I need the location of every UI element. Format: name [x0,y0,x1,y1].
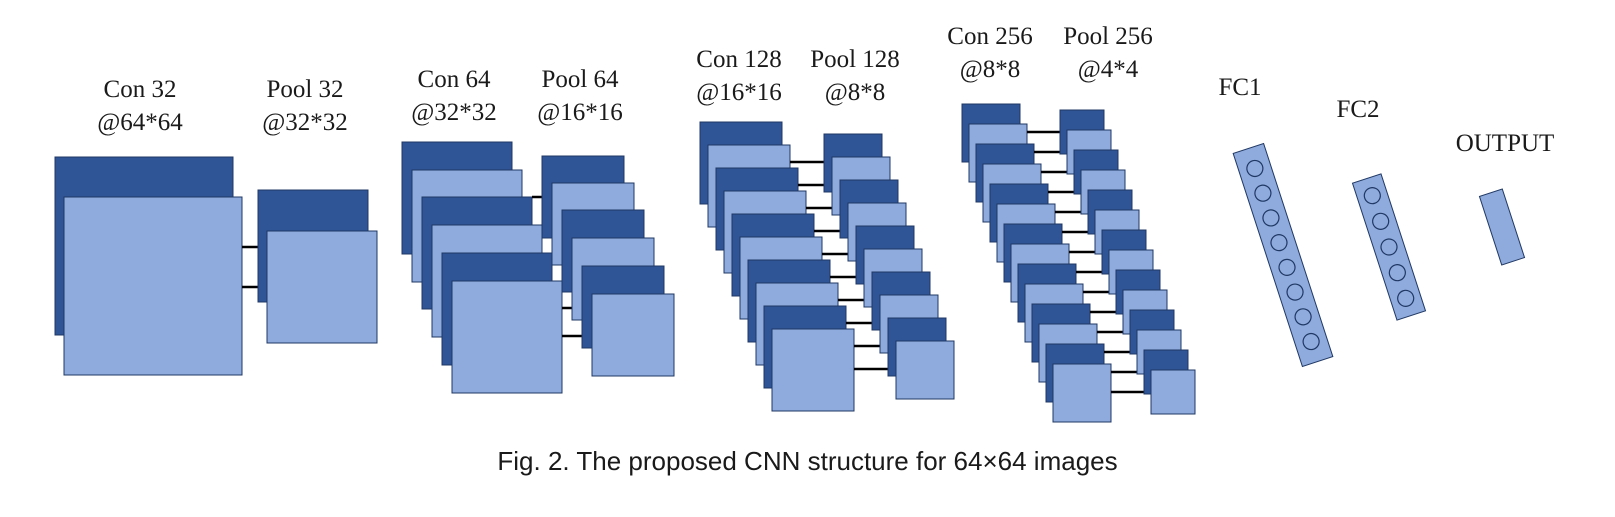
label-con128-size: @16*16 [696,79,782,106]
fc1-bar [1232,142,1334,368]
fc2-neuron [1397,289,1415,307]
label-pool256-size: @4*4 [1078,56,1139,83]
layer-output [1478,188,1526,266]
output-bar [1478,188,1526,266]
label-con64-size: @32*32 [411,99,497,126]
label-pool128-size: @8*8 [825,79,886,106]
label-pool64-size: @16*16 [537,99,623,126]
label-pool128-name: Pool 128 [810,46,900,73]
label-con32-size: @64*64 [97,109,183,136]
label-pool64-name: Pool 64 [541,66,619,93]
label-con256-name: Con 256 [947,23,1032,50]
layer-pool64 [541,155,675,377]
fc2-neuron [1388,264,1406,282]
con64-map [451,280,563,394]
con256-map [1052,363,1112,423]
label-con32-name: Con 32 [104,76,177,103]
fc1-nodes [1246,159,1320,351]
layer-fc1 [1232,142,1334,368]
label-con128-name: Con 128 [696,46,781,73]
fc2-bar [1351,173,1427,321]
label-con256-size: @8*8 [960,56,1021,83]
label-pool32-size: @32*32 [262,109,348,136]
fc2-neuron [1380,238,1398,256]
layer-con32 [54,156,243,376]
layer-pool128 [823,133,955,400]
label-fc2: FC2 [1336,96,1379,123]
fc2-neuron [1372,212,1390,230]
label-fc1: FC1 [1218,74,1261,101]
pool64-map [591,293,675,377]
fc1-neuron [1246,159,1264,178]
con32-map-front [63,196,243,376]
fc2-neuron [1363,187,1381,205]
con128-map [771,328,855,412]
label-con64-name: Con 64 [418,66,491,93]
fc1-neuron [1278,258,1296,276]
fc1-neuron [1254,184,1272,202]
pool32-map-front [266,230,378,344]
fc1-neuron [1286,283,1304,301]
fc1-neuron [1302,332,1320,351]
layer-pool32 [257,189,378,344]
fc1-neuron [1270,234,1288,252]
label-output: OUTPUT [1456,130,1555,157]
cnn-architecture-diagram: Con 32 @64*64 Pool 32 @32*32 Con 64 @32*… [54,23,1555,423]
layer-con256 [961,103,1112,423]
layer-pool256 [1059,109,1196,415]
label-pool256-name: Pool 256 [1063,23,1153,50]
figure-caption: Fig. 2. The proposed CNN structure for 6… [497,446,1118,476]
layer-con64 [401,141,563,394]
pool128-map [895,340,955,400]
pool256-map [1150,369,1196,415]
fc1-neuron [1294,308,1312,326]
layer-con128 [699,121,855,412]
layer-fc2 [1351,173,1427,321]
fc1-neuron [1262,209,1280,227]
fc2-nodes [1363,187,1415,307]
label-pool32-name: Pool 32 [266,76,343,103]
